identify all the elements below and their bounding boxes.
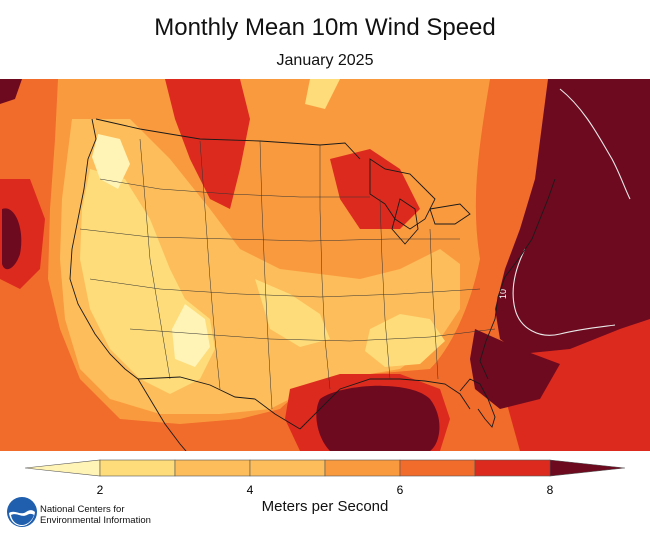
legend-bin-6-7 — [399, 459, 476, 477]
state-borders — [79, 138, 496, 410]
legend-tick: 4 — [247, 483, 254, 497]
legend-units-label: Meters per Second — [261, 498, 389, 515]
contour-10 — [512, 88, 631, 336]
wind-band-3-4 — [305, 79, 340, 109]
color-legend: 2 4 6 8 — [24, 459, 626, 497]
contour-label: 10 — [498, 289, 508, 299]
wind-band-3-4 — [255, 279, 330, 347]
legend-bin-5-6 — [324, 459, 401, 477]
wind-band-8-plus — [316, 385, 440, 451]
legend-tick: 6 — [397, 483, 404, 497]
wind-band-3-4 — [365, 314, 445, 367]
legend-arrow-high — [549, 459, 626, 477]
wind-band-8-plus — [495, 79, 650, 354]
legend-bin-3-4 — [174, 459, 251, 477]
legend-tick: 2 — [97, 483, 104, 497]
credit-line: National Centers for — [40, 504, 125, 515]
legend-bin-2-3 — [99, 459, 176, 477]
map-title: Monthly Mean 10m Wind Speed — [154, 14, 496, 41]
credit: National Centers for Environmental Infor… — [40, 504, 151, 526]
legend-tick: 8 — [547, 483, 554, 497]
wind-band-2-3 — [172, 304, 210, 367]
legend-arrow-low — [24, 459, 101, 477]
wind-band-8-plus — [2, 208, 22, 270]
map-subtitle: January 2025 — [276, 52, 374, 69]
noaa-logo-icon — [7, 497, 37, 527]
wind-speed-map: 10 — [0, 79, 650, 451]
wind-band-7-8 — [165, 79, 250, 209]
wind-band-8-plus — [0, 79, 22, 104]
credit-line: Environmental Information — [40, 515, 151, 526]
wind-band-8-plus — [470, 329, 560, 409]
legend-bin-7-8 — [474, 459, 551, 477]
wind-band-2-3 — [92, 134, 130, 189]
legend-bin-4-5 — [249, 459, 326, 477]
